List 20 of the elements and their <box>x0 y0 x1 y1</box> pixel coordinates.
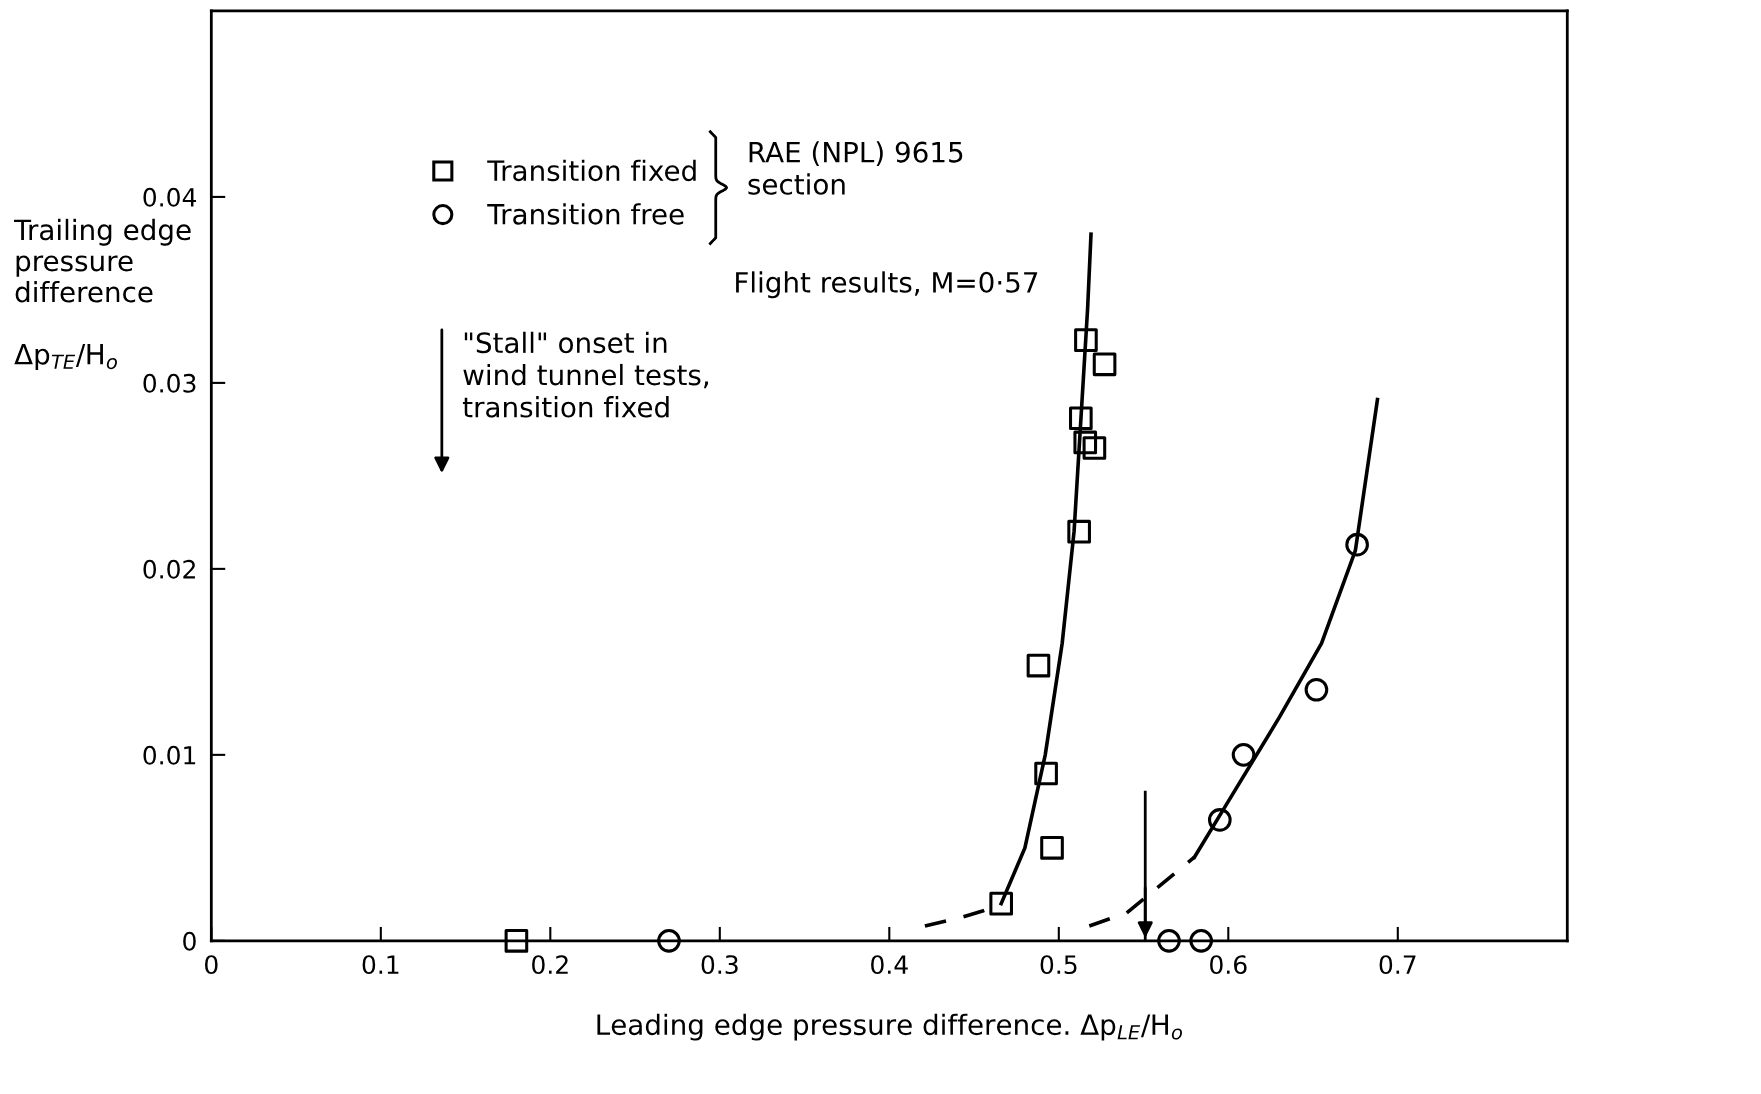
x-tick-label: 0.3 <box>701 955 738 975</box>
annotation: RAE (NPL) 9615 section <box>748 141 963 195</box>
x-tick-label: 0.2 <box>532 955 568 975</box>
text: Trailing edge pressure difference Δp$_{TE}$/H$_{o}$ <box>14 218 191 371</box>
y-tick-label: 0 <box>183 931 196 951</box>
x-tick-label: 0.1 <box>362 955 399 975</box>
legend-label: Transition fixed <box>487 159 696 182</box>
x-tick-label: 0.6 <box>1210 955 1247 975</box>
x-tick-label: 0.5 <box>1040 955 1077 975</box>
y-tick-label: 0.04 <box>143 187 197 207</box>
legend-label: Transition free <box>487 203 684 225</box>
x-tick-label: 0.7 <box>1379 955 1416 975</box>
x-tick-label: 0.4 <box>871 955 908 975</box>
annotation: "Stall" onset in wind tunnel tests, transition fixed <box>462 331 708 418</box>
x-tick-label: 0 <box>205 955 218 975</box>
y-tick-label: 0.03 <box>143 373 196 393</box>
y-tick-label: 0.01 <box>143 745 196 765</box>
x-axis-title: Leading edge pressure difference. Δp$_{LE}$/H$_{o}$ <box>597 1013 1182 1041</box>
annotation: Flight results, M=0·57 <box>736 271 1038 299</box>
y-tick-label: 0.02 <box>143 559 195 579</box>
